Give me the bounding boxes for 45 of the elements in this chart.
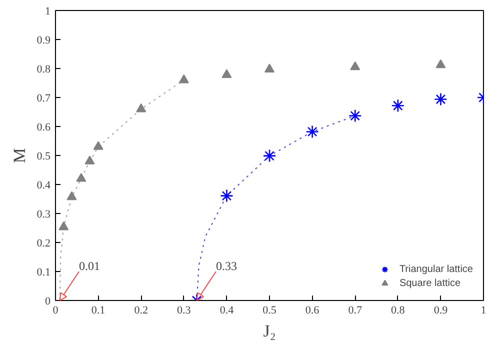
x-tick-label: 0.3 [177, 304, 192, 316]
annotation: 0.01 [79, 259, 100, 274]
annotation: 0.33 [216, 259, 237, 274]
point [350, 61, 360, 70]
point [262, 149, 276, 162]
y-tick-label: 0 [45, 296, 51, 308]
point [222, 69, 232, 78]
point [264, 64, 274, 72]
x-tick-label: 0 [52, 304, 59, 316]
point [391, 98, 405, 112]
y-tick-label: 0.6 [36, 122, 51, 134]
point [434, 92, 448, 106]
x-tick-label: 0.1 [91, 304, 106, 316]
y-tick-label: 0.7 [36, 92, 51, 104]
point [66, 191, 77, 200]
x-tick-label: 0.8 [391, 304, 406, 316]
y-tick-label: 0.1 [36, 266, 50, 278]
x-tick-label: 0.9 [434, 304, 448, 316]
y-tick-label: 0.4 [36, 180, 51, 192]
y-axis-title: M [10, 148, 29, 164]
y-tick-label: 0.3 [36, 208, 51, 220]
x-tick-label: 0.2 [134, 304, 148, 316]
x-axis-title: J₂ [263, 322, 276, 340]
x-tick-label: 0.4 [220, 304, 234, 316]
point [220, 189, 234, 202]
legend-label: Triangular lattice [399, 262, 473, 276]
x-tick-label: 0.7 [348, 304, 362, 316]
point [58, 221, 69, 230]
point [136, 103, 146, 112]
point [76, 173, 86, 182]
y-tick-label: 0.2 [36, 238, 50, 250]
y-tick-label: 0.5 [36, 150, 51, 162]
point [306, 125, 319, 138]
x-tick-label: 1 [480, 304, 486, 316]
y-tick-label: 0.8 [36, 64, 51, 76]
legend-label: Square lattice [399, 276, 461, 290]
point [436, 59, 446, 68]
point [348, 109, 362, 122]
point [84, 156, 95, 164]
y-tick-label: 0.9 [36, 34, 51, 46]
y-tick-label: 1 [45, 6, 50, 18]
x-tick-label: 0.6 [305, 304, 320, 316]
x-tick-label: 0.5 [262, 304, 277, 316]
point [93, 141, 104, 150]
point [178, 74, 189, 84]
